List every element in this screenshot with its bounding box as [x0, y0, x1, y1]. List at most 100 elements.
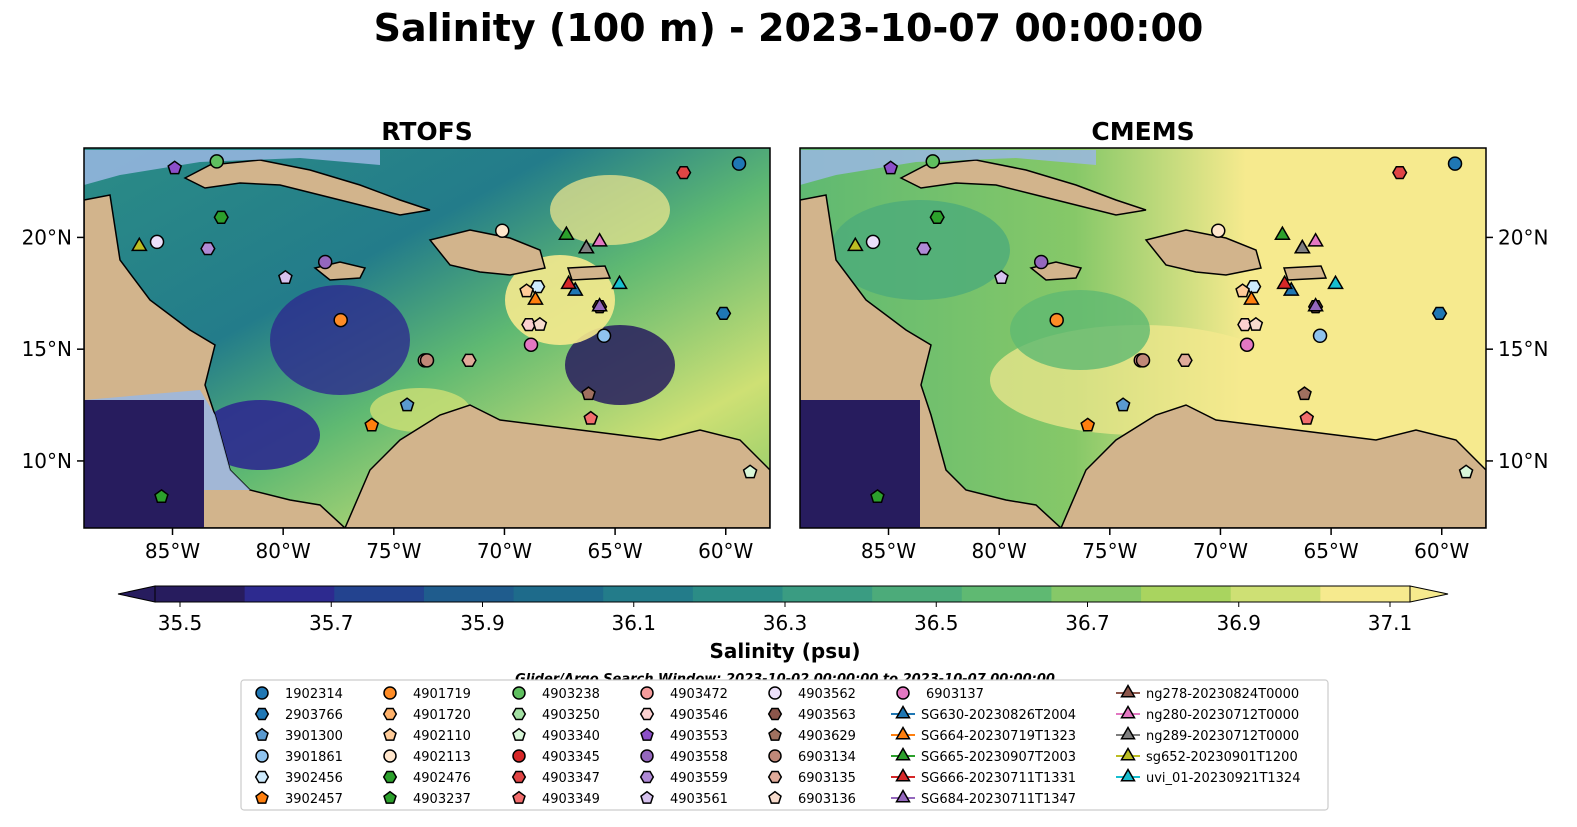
legend-item: 1902314 [255, 686, 343, 702]
station-marker [578, 239, 595, 254]
legend-item: SG666-20230711T1331 [891, 767, 1076, 786]
legend-marker [255, 727, 269, 741]
legend-marker [383, 790, 397, 804]
station-marker [1210, 223, 1226, 238]
station-marker [1135, 353, 1151, 368]
fresh-eddy [565, 325, 675, 405]
legend-item: sg652-20230901T1200 [1116, 746, 1298, 765]
panel-cmems [800, 148, 1486, 528]
legend-item: 4903472 [640, 686, 728, 702]
colorbar-label: Salinity (psu) [709, 639, 860, 663]
colorbar-segment [1320, 586, 1411, 602]
legend-marker [255, 686, 269, 700]
legend-item: 4903561 [640, 790, 728, 807]
station-marker [1299, 410, 1315, 425]
legend-item: SG684-20230711T1347 [891, 788, 1076, 807]
station-marker [929, 210, 945, 224]
station-marker [581, 386, 596, 401]
legend-marker [895, 788, 911, 803]
panel-frame-rtofs [83, 147, 771, 529]
panel-title-cmems: CMEMS [1091, 117, 1194, 146]
legend-marker [768, 727, 782, 741]
station-marker [1274, 225, 1291, 240]
legend-marker [255, 749, 269, 763]
station-marker [1327, 274, 1344, 290]
legend-item: 3901861 [255, 749, 343, 765]
panel-title-rtofs: RTOFS [381, 117, 473, 146]
station-marker [611, 274, 628, 290]
legend-label: 4902113 [413, 750, 471, 765]
legend-item: 4901720 [382, 707, 471, 723]
station-marker [1392, 165, 1408, 180]
colorbar-segment [1230, 586, 1321, 602]
cuba-land [899, 159, 1147, 216]
colorbar-segment [782, 586, 873, 602]
station-marker [591, 297, 608, 312]
colorbar-segment [155, 586, 246, 602]
legend-label: 4903563 [798, 708, 856, 723]
station-marker [1307, 232, 1324, 247]
station-marker [1033, 254, 1049, 270]
legend-item: uvi_01-20230921T1324 [1116, 767, 1300, 786]
lat-tick-label: 15°N [1498, 337, 1548, 361]
station-marker [278, 269, 293, 284]
legend-item: 6903137 [896, 686, 984, 702]
legend-label: 4901720 [413, 708, 471, 723]
station-marker [1177, 353, 1193, 368]
legend-label: 6903134 [798, 750, 856, 765]
station-marker [364, 417, 380, 432]
legend-marker [254, 770, 270, 784]
legend-marker [1120, 704, 1136, 719]
legend-item: SG665-20230907T2003 [891, 746, 1076, 765]
station-marker [519, 283, 534, 298]
station-marker [1447, 156, 1463, 171]
lon-tick-label: 85°W [861, 539, 916, 563]
legend-item: ng278-20230824T0000 [1116, 683, 1299, 702]
legend-item: 2903766 [254, 707, 343, 723]
colorbar-tick-label: 36.9 [1216, 611, 1261, 635]
colorbar-segment [423, 586, 515, 602]
lat-tick-label: 10°N [1498, 449, 1548, 473]
legend: 1902314 2903766 3901300 3901861 3902456 39024… [254, 683, 1300, 807]
station-marker [1312, 328, 1328, 344]
legend-item: 4903349 [512, 790, 600, 807]
legend-label: 4903250 [542, 708, 600, 723]
lon-tick-label: 65°W [587, 539, 642, 563]
colorbar-segment [1051, 586, 1142, 602]
colorbar-tick-label: 36.3 [763, 611, 808, 635]
station-marker [1307, 297, 1324, 312]
legend-item: 3901300 [255, 727, 343, 744]
legend-marker [896, 686, 910, 700]
legend-label: SG664-20230719T1323 [921, 729, 1076, 744]
station-marker [461, 353, 477, 368]
legend-label: 4903237 [413, 792, 471, 807]
colorbar-segment [334, 586, 425, 602]
legend-label: 4903345 [542, 750, 600, 765]
lon-tick-label: 60°W [1414, 539, 1469, 563]
legend-item: 4902476 [382, 770, 471, 786]
puerto-rico-land [1282, 265, 1328, 281]
station-marker [1080, 417, 1096, 432]
station-marker [399, 397, 415, 412]
legend-label: SG684-20230711T1347 [921, 792, 1076, 807]
legend-item: 4903629 [768, 727, 856, 744]
colorbar-segment [244, 586, 335, 602]
legend-label: 4903340 [542, 729, 600, 744]
colorbar-extend-min [117, 585, 156, 603]
legend-item: 4902113 [383, 749, 471, 765]
station-marker [591, 232, 608, 247]
lat-tick-label: 10°N [22, 449, 72, 473]
legend-label: 4903347 [542, 771, 600, 786]
station-marker [558, 225, 575, 240]
legend-item: 4903563 [767, 707, 856, 723]
lon-tick-label: 75°W [366, 539, 421, 563]
legend-marker [382, 707, 398, 721]
legend-item: 4903558 [640, 749, 728, 765]
legend-item: 4903345 [512, 749, 600, 765]
legend-marker [895, 767, 911, 782]
legend-item: 4903250 [511, 707, 600, 723]
legend-item: 4903546 [639, 707, 728, 723]
legend-marker [1120, 746, 1136, 761]
fresh-eddy [200, 400, 320, 470]
station-marker [865, 234, 881, 250]
